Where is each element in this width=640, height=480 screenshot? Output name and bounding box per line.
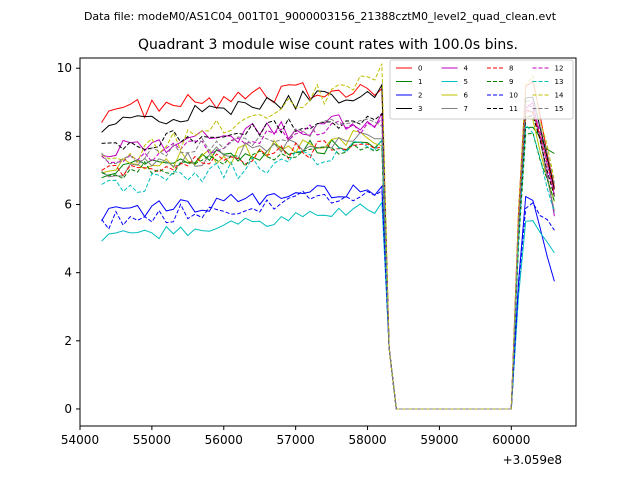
series-line-7: [101, 110, 555, 410]
legend-label-4: 4: [464, 65, 469, 73]
series-line-9: [101, 132, 555, 410]
x-tick-label: 57000: [277, 433, 315, 447]
x-axis-offset-label: +3.059e8: [503, 453, 562, 467]
plot-area: 54000 55000 56000 57000 58000 59000 60000 0 2 4 6…: [57, 57, 577, 467]
chart-title: Quadrant 3 module wise count rates with …: [138, 37, 518, 53]
y-tick-label: 4: [64, 266, 72, 280]
legend-label-11: 11: [509, 105, 518, 113]
series-line-14: [101, 63, 555, 410]
series-line-13: [101, 123, 555, 410]
legend-label-3: 3: [418, 105, 422, 113]
legend-label-0: 0: [418, 65, 422, 73]
legend-label-13: 13: [555, 78, 564, 86]
legend-label-10: 10: [509, 92, 518, 100]
x-tick-label: 60000: [492, 433, 530, 447]
series-line-11: [101, 112, 555, 410]
series-line-4: [101, 101, 555, 410]
y-tick-label: 2: [64, 334, 72, 348]
x-tick-label: 55000: [133, 433, 171, 447]
legend-label-8: 8: [509, 65, 513, 73]
legend-label-1: 1: [418, 78, 422, 86]
y-tick-label: 10: [57, 61, 72, 75]
legend-label-7: 7: [464, 105, 468, 113]
y-tick-label: 8: [64, 129, 72, 143]
x-tick-label: 54000: [61, 433, 99, 447]
legend-label-14: 14: [555, 92, 564, 100]
series-line-1: [101, 126, 555, 410]
series-line-2: [101, 184, 555, 410]
legend-label-9: 9: [509, 78, 513, 86]
series-line-15: [101, 99, 555, 410]
legend-label-2: 2: [418, 92, 422, 100]
legend-box: [389, 59, 574, 120]
series-line-8: [101, 108, 555, 410]
y-tick-label: 0: [64, 402, 72, 416]
x-tick-label: 56000: [205, 433, 243, 447]
legend-label-6: 6: [464, 92, 469, 100]
y-tick-label: 6: [64, 198, 72, 212]
series-line-10: [101, 189, 555, 410]
legend-label-5: 5: [464, 78, 468, 86]
x-axis: 54000 55000 56000 57000 58000 59000 60000: [61, 426, 530, 447]
series-line-3: [101, 82, 555, 410]
legend-label-15: 15: [555, 105, 564, 113]
axes-frame: [79, 57, 577, 427]
chart-suptitle: Data file: modeM0/AS1C04_001T01_90000031…: [84, 10, 557, 23]
series-line-6: [101, 114, 555, 410]
legend-label-12: 12: [555, 65, 564, 73]
series-line-0: [101, 80, 555, 410]
y-axis: 0 2 4 6 8 10: [57, 61, 80, 416]
x-tick-label: 58000: [348, 433, 386, 447]
series-line-5: [101, 200, 555, 410]
series-layer: [101, 63, 555, 410]
x-tick-label: 59000: [420, 433, 458, 447]
